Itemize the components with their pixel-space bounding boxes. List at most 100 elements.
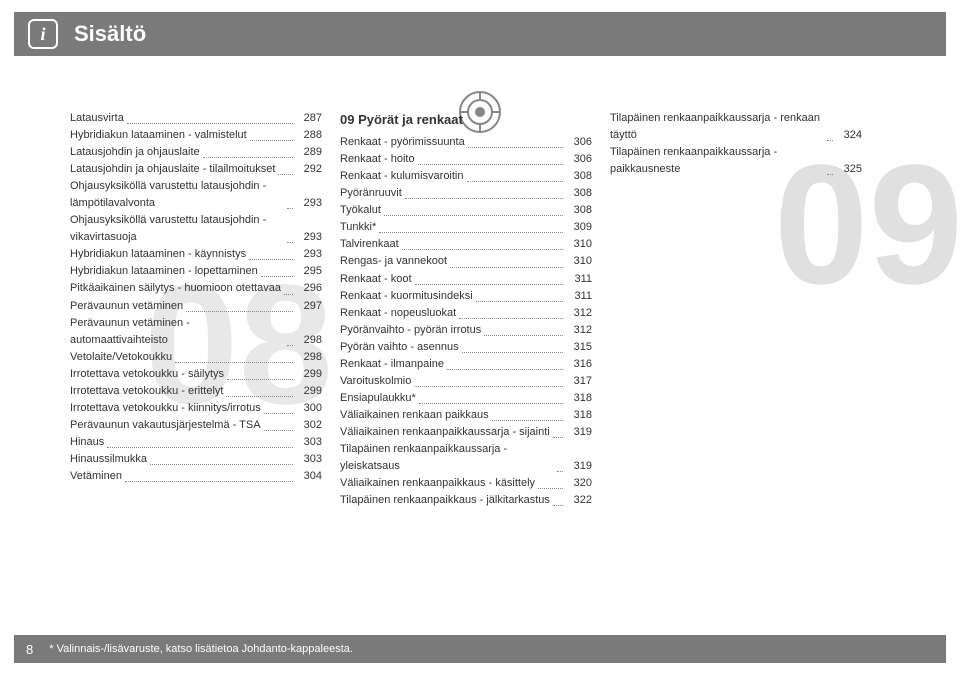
toc-label: Tunkki*	[340, 219, 376, 236]
toc-label: Latausjohdin ja ohjauslaite	[70, 144, 200, 161]
page-title: Sisältö	[74, 21, 146, 47]
toc-page: 311	[566, 288, 592, 305]
toc-page: 289	[296, 144, 322, 161]
toc-dots	[264, 430, 293, 431]
toc-dots	[284, 294, 293, 295]
toc-label: Ohjausyksiköllä varustettu latausjohdin …	[70, 212, 284, 246]
toc-row: Renkaat - hoito306	[340, 151, 592, 168]
toc-page: 308	[566, 185, 592, 202]
toc-label: Renkaat - pyörimissuunta	[340, 134, 465, 151]
toc-page: 304	[296, 468, 322, 485]
content-area: 08 09 Latausvirta287Hybridiakun lataamin…	[14, 110, 946, 509]
toc-label: Perävaunun vetäminen - automaattivaihtei…	[70, 315, 284, 349]
toc-page: 302	[296, 417, 322, 434]
toc-label: Vetolaite/Vetokoukku	[70, 349, 172, 366]
toc-dots	[484, 335, 563, 336]
toc-label: Hinaussilmukka	[70, 451, 147, 468]
toc-page: 318	[566, 407, 592, 424]
toc-page: 309	[566, 219, 592, 236]
toc-row: Irrotettava vetokoukku - säilytys299	[70, 366, 322, 383]
toc-row: Irrotettava vetokoukku - erittelyt 299	[70, 383, 322, 400]
toc-row: Varoituskolmio317	[340, 373, 592, 390]
toc-page: 318	[566, 390, 592, 407]
toc-label: Hinaus	[70, 434, 104, 451]
toc-dots	[414, 386, 563, 387]
toc-page: 287	[296, 110, 322, 127]
toc-row: Ohjausyksiköllä varustettu latausjohdin …	[70, 212, 322, 246]
toc-row: Väliaikainen renkaan paikkaus 318	[340, 407, 592, 424]
toc-row: Pitkäaikainen säilytys - huomioon otetta…	[70, 280, 322, 297]
toc-dots	[553, 437, 563, 438]
toc-row: Latausvirta 287	[70, 110, 322, 127]
toc-label: Väliaikainen renkaan paikkaus	[340, 407, 489, 424]
toc-label: Väliaikainen renkaanpaikkaus - käsittely	[340, 475, 535, 492]
toc-label: Perävaunun vakautusjärjestelmä - TSA	[70, 417, 261, 434]
toc-label: Latausvirta	[70, 110, 124, 127]
toc-label: Tilapäinen renkaanpaikkaussarja - paikka…	[610, 144, 824, 178]
toc-page: 293	[296, 195, 322, 212]
toc-dots	[415, 284, 563, 285]
toc-dots	[384, 215, 563, 216]
toc-row: Perävaunun vetäminen - automaattivaihtei…	[70, 315, 322, 349]
toc-dots	[450, 267, 563, 268]
toc-row: Tilapäinen renkaanpaikkaussarja - renkaa…	[610, 110, 862, 144]
toc-dots	[249, 259, 293, 260]
toc-row: Ohjausyksiköllä varustettu latausjohdin …	[70, 178, 322, 212]
toc-row: Pyörän vaihto - asennus315	[340, 339, 592, 356]
toc-page: 299	[296, 366, 322, 383]
toc-label: Pitkäaikainen säilytys - huomioon otetta…	[70, 280, 281, 297]
toc-row: Perävaunun vetäminen297	[70, 298, 322, 315]
toc-dots	[175, 362, 293, 363]
toc-dots	[402, 249, 563, 250]
info-icon: i	[28, 19, 58, 49]
toc-row: Hinaussilmukka 303	[70, 451, 322, 468]
toc-label: Irrotettava vetokoukku - erittelyt	[70, 383, 223, 400]
section-title-09: 09 Pyörät ja renkaat	[340, 110, 592, 130]
toc-label: Tilapäinen renkaanpaikkaussarja - yleisk…	[340, 441, 554, 475]
toc-page: 312	[566, 322, 592, 339]
toc-row: Renkaat - kuormitusindeksi 311	[340, 288, 592, 305]
toc-row: Latausjohdin ja ohjauslaite - tilailmoit…	[70, 161, 322, 178]
toc-dots	[418, 164, 563, 165]
toc-page: 310	[566, 236, 592, 253]
toc-list-2: Renkaat - pyörimissuunta306Renkaat - hoi…	[340, 134, 592, 509]
toc-label: Tilapäinen renkaanpaikkaussarja - renkaa…	[610, 110, 824, 144]
toc-dots	[278, 174, 293, 175]
toc-page: 310	[566, 253, 592, 270]
toc-row: Renkaat - koot311	[340, 271, 592, 288]
toc-dots	[405, 198, 563, 199]
toc-page: 293	[296, 246, 322, 263]
toc-label: Perävaunun vetäminen	[70, 298, 183, 315]
toc-page: 322	[566, 492, 592, 509]
toc-dots	[250, 140, 293, 141]
toc-dots	[538, 488, 563, 489]
toc-row: Vetäminen304	[70, 468, 322, 485]
toc-row: Väliaikainen renkaanpaikkaus - käsittely…	[340, 475, 592, 492]
toc-label: Tilapäinen renkaanpaikkaus - jälkitarkas…	[340, 492, 550, 509]
toc-column-3: Tilapäinen renkaanpaikkaussarja - renkaa…	[610, 110, 880, 509]
toc-page: 308	[566, 168, 592, 185]
toc-row: Vetolaite/Vetokoukku298	[70, 349, 322, 366]
toc-dots	[125, 481, 293, 482]
toc-label: Työkalut	[340, 202, 381, 219]
toc-label: Rengas- ja vannekoot	[340, 253, 447, 270]
toc-label: Ensiapulaukku*	[340, 390, 416, 407]
toc-label: Väliaikainen renkaanpaikkaussarja - sija…	[340, 424, 550, 441]
toc-page: 308	[566, 202, 592, 219]
toc-page: 316	[566, 356, 592, 373]
toc-row: Hybridiakun lataaminen - käynnistys293	[70, 246, 322, 263]
info-glyph: i	[40, 24, 45, 45]
toc-dots	[827, 174, 833, 175]
toc-page: 303	[296, 451, 322, 468]
toc-dots	[492, 420, 563, 421]
toc-dots	[226, 396, 293, 397]
toc-label: Renkaat - kuormitusindeksi	[340, 288, 473, 305]
toc-row: Pyöränvaihto - pyörän irrotus312	[340, 322, 592, 339]
toc-page: 324	[836, 127, 862, 144]
toc-page: 303	[296, 434, 322, 451]
toc-page: 320	[566, 475, 592, 492]
toc-page: 299	[296, 383, 322, 400]
toc-row: Tunkki* 309	[340, 219, 592, 236]
toc-page: 311	[566, 271, 592, 288]
footer-bar: 8 * Valinnais-/lisävaruste, katso lisäti…	[14, 635, 946, 663]
